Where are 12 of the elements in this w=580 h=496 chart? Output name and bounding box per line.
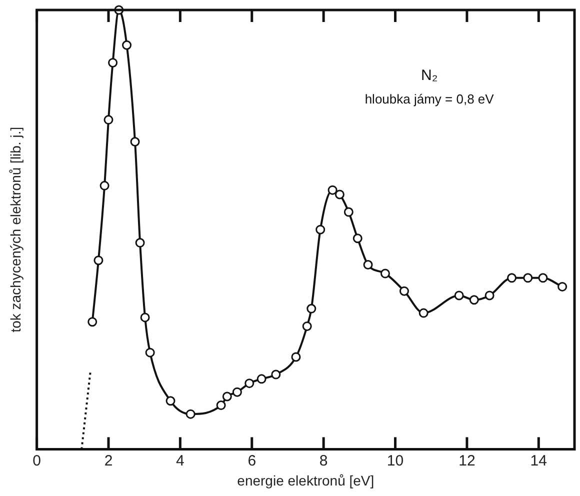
x-tick-label: 12 bbox=[458, 452, 476, 470]
annotation: N₂ bbox=[420, 67, 438, 84]
x-tick-label: 0 bbox=[32, 452, 41, 470]
x-tick-label: 8 bbox=[319, 452, 328, 470]
x-tick-label: 14 bbox=[530, 452, 547, 470]
y-axis-title: tok zachycených elektronů [lib. j.] bbox=[7, 126, 24, 332]
x-tick-label: 2 bbox=[104, 452, 113, 470]
x-tick-label: 10 bbox=[386, 452, 404, 470]
x-tick-label: 6 bbox=[248, 452, 256, 470]
x-axis-title: energie elektronů [eV] bbox=[237, 472, 374, 488]
annotation: hloubka jámy = 0,8 eV bbox=[364, 92, 494, 107]
x-tick-label: 4 bbox=[176, 452, 184, 470]
